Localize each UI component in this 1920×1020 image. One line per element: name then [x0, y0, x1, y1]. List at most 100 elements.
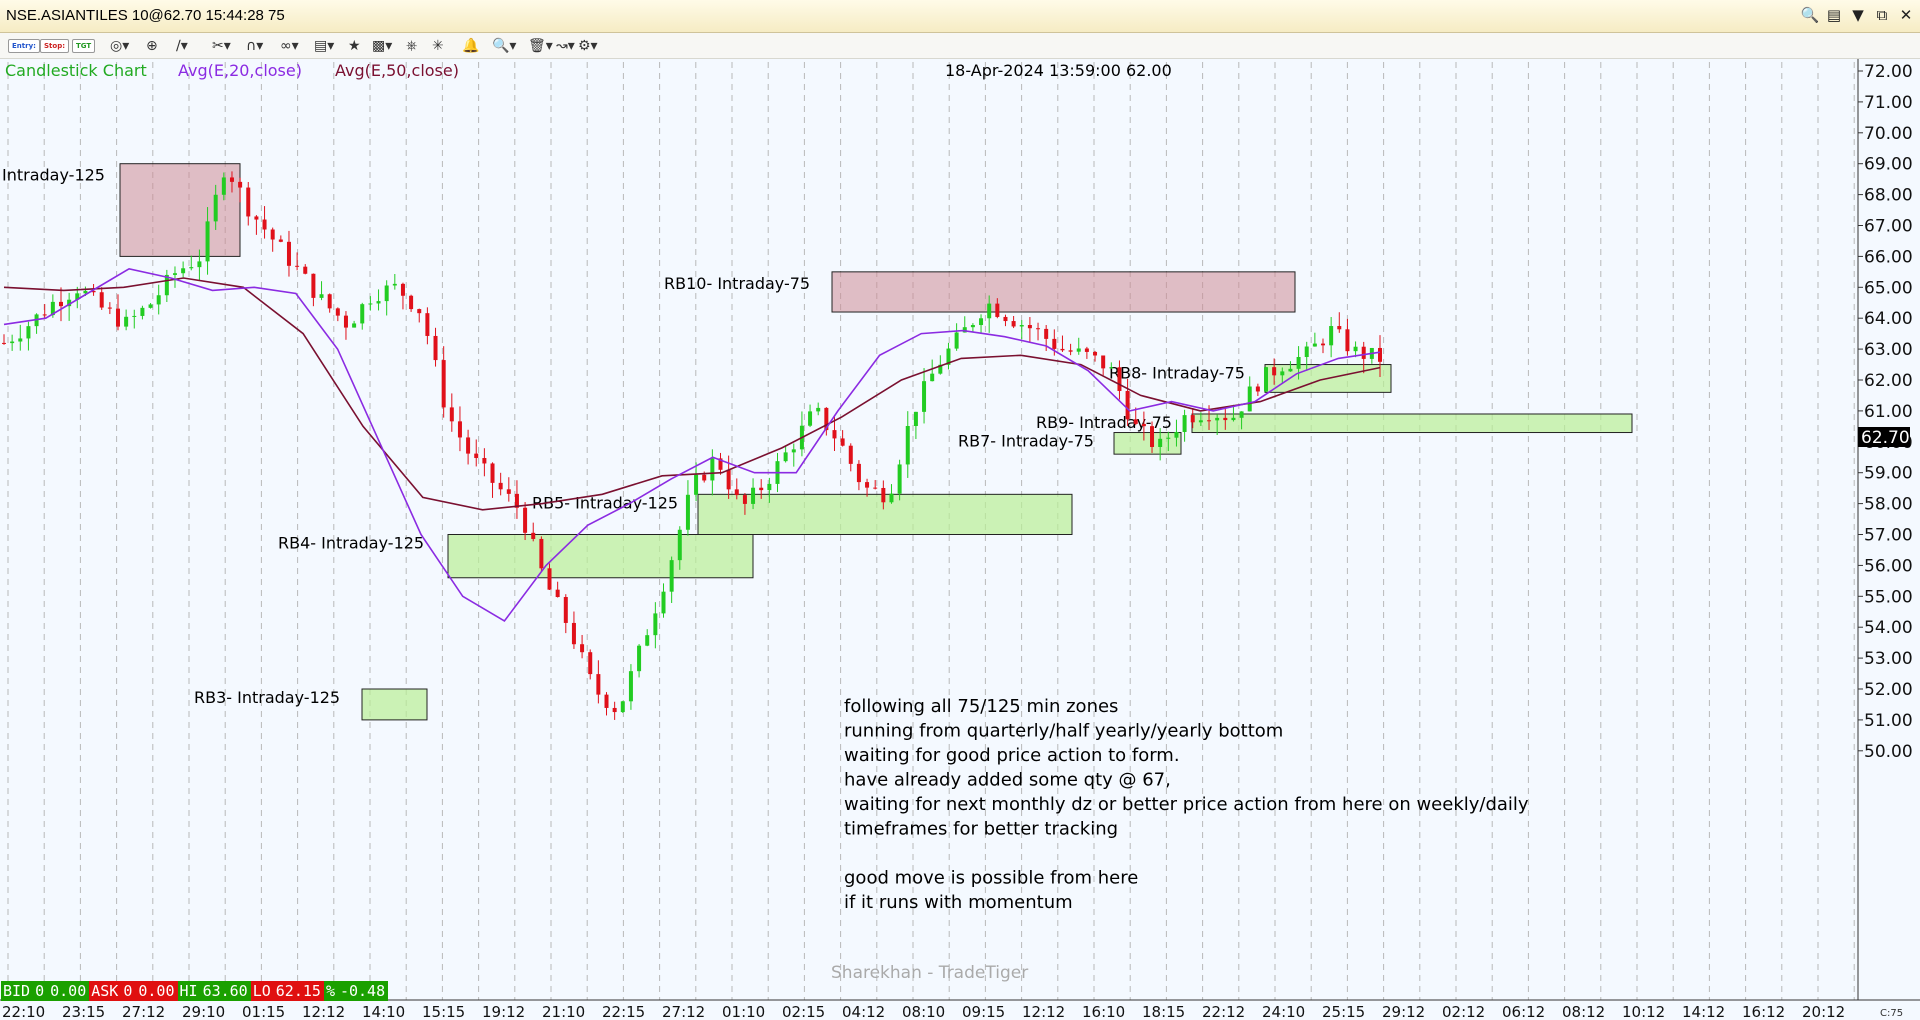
time-tick-label: 06:12 [1502, 1003, 1545, 1020]
tgt-button[interactable]: TGT [72, 36, 96, 56]
stop-button[interactable]: Stop: [40, 36, 70, 56]
zone-label: RB4- Intraday-125 [278, 534, 424, 553]
candle-body [1264, 367, 1269, 392]
star-icon[interactable]: ★ [348, 38, 361, 54]
panel-icon[interactable]: ▤ [1826, 6, 1842, 24]
minimize-icon[interactable]: ▼ [1852, 6, 1864, 24]
cursor-readout: 18-Apr-2024 13:59:00 62.00 [945, 61, 1172, 80]
alert-icon[interactable]: ✳ [432, 38, 444, 54]
time-tick-label: 22:15 [602, 1003, 645, 1020]
candle-body [213, 194, 218, 222]
time-tick-label: 18:15 [1142, 1003, 1185, 1020]
price-tick-label: 63.00 [1864, 340, 1913, 360]
candle-body [734, 489, 739, 496]
candle-body [1329, 326, 1334, 346]
settings-icon[interactable]: ⚙▾ [578, 38, 598, 54]
candle-body [881, 487, 886, 503]
candle-body [1345, 329, 1350, 352]
bell-icon[interactable]: 🔔 [462, 38, 480, 54]
price-tick-label: 51.00 [1864, 711, 1913, 731]
zone-label: RB9- Intraday-75 [1036, 413, 1172, 432]
candle-body [1019, 325, 1024, 327]
candle-body [759, 487, 764, 491]
link-icon[interactable]: ∞▾ [280, 38, 299, 54]
candle-body [954, 332, 959, 349]
title-bar: NSE.ASIANTILES 10@62.70 15:44:28 75 🔍 ▤ … [0, 0, 1920, 33]
search-icon[interactable]: 🔍 [1800, 6, 1820, 24]
time-tick-label: 09:15 [962, 1003, 1005, 1020]
template-icon[interactable]: ▤▾ [314, 38, 335, 54]
time-tick-label: 01:15 [242, 1003, 285, 1020]
candle-body [1231, 417, 1236, 421]
candle-body [1215, 417, 1220, 421]
close-icon[interactable]: ✕ [1899, 6, 1913, 24]
candle-body [417, 309, 422, 314]
candle-body [905, 426, 910, 465]
candle-body [555, 589, 560, 598]
indicator-icon[interactable]: ▩▾ [372, 38, 393, 54]
candle-body [702, 474, 707, 481]
candlestick-chart[interactable]: Intraday-125 RB10- Intraday-75 RB3- Intrad… [0, 59, 1920, 1020]
time-tick-label: 12:12 [302, 1003, 345, 1020]
zone-label: RB10- Intraday-75 [664, 274, 810, 293]
time-tick-label: 19:12 [482, 1003, 525, 1020]
candle-body [913, 411, 918, 427]
candle-body [848, 445, 853, 464]
candle-body [311, 273, 316, 298]
time-tick-label: 16:10 [1082, 1003, 1125, 1020]
note-line: waiting for good price action to form. [844, 745, 1180, 766]
candle-body [824, 407, 829, 431]
zone-box [361, 688, 428, 721]
crosshair-icon[interactable]: ⊕ [146, 38, 158, 54]
candle-body [1166, 437, 1171, 439]
candle-body [571, 622, 576, 645]
magnet-icon[interactable]: ∩▾ [246, 38, 264, 54]
candle-body [449, 407, 454, 422]
candle-body [1109, 367, 1114, 369]
delete-icon[interactable]: 🗑▾ [528, 38, 553, 54]
candle-body [783, 452, 788, 462]
candle-body [376, 301, 381, 304]
candle-body [563, 597, 568, 623]
legend-ema50: Avg(E,50,close) [335, 61, 459, 80]
candle-body [596, 674, 601, 695]
candle-body [1133, 419, 1138, 424]
candle-body [1150, 426, 1155, 447]
candle-body [1027, 325, 1032, 329]
candle-body [1060, 348, 1065, 351]
legend-chart-type: Candlestick Chart [5, 61, 147, 80]
candle-body [946, 348, 951, 365]
candle-body [1321, 343, 1326, 346]
price-tick-label: 61.00 [1864, 402, 1913, 422]
candle-body [897, 464, 902, 494]
candle-body [506, 489, 511, 494]
price-tick-label: 53.00 [1864, 649, 1913, 669]
candle-body [278, 239, 283, 242]
price-tick-label: 66.00 [1864, 247, 1913, 267]
candle-body [987, 303, 992, 319]
restore-icon[interactable]: ⧉ [1876, 6, 1888, 24]
scissors-icon[interactable]: ✂▾ [212, 38, 231, 54]
annotation-notes: following all 75/125 min zones running fr… [844, 696, 1529, 913]
fork-icon[interactable]: ⎈ [406, 38, 418, 54]
candle-body [1190, 415, 1195, 423]
candle-body [742, 495, 747, 504]
candle-body [604, 694, 609, 708]
ema50-line [3, 277, 1381, 511]
candle-body [995, 303, 1000, 317]
price-tick-label: 56.00 [1864, 556, 1913, 576]
candle-body [653, 613, 658, 636]
zoom-icon[interactable]: 🔍▾ [492, 38, 517, 54]
candle-body [132, 315, 137, 317]
candle-body [205, 221, 210, 262]
time-tick-label: 02:15 [782, 1003, 825, 1020]
entry-button[interactable]: Entry: [8, 36, 40, 56]
draw-line-icon[interactable]: ∕▾ [176, 38, 188, 54]
target-icon[interactable]: ◎▾ [110, 38, 130, 54]
line-chart-icon[interactable]: ↝▾ [556, 38, 575, 54]
candle-body [457, 421, 462, 438]
candle-body [1198, 420, 1203, 423]
time-axis: 22:10 23:15 27:12 29:10 01:15 12:12 14:10 15:15… [2, 1003, 1845, 1020]
window-controls: 🔍 ▤ ▼ ⧉ ✕ [1800, 5, 1916, 25]
